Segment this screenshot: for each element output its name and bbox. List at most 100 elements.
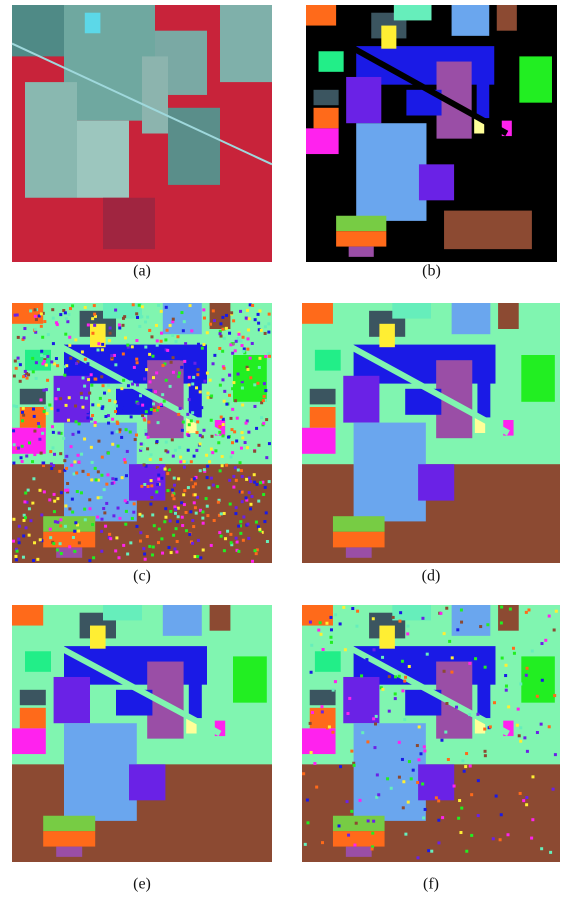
noise-pixel <box>13 313 17 317</box>
noise-pixel <box>499 621 503 625</box>
noise-pixel <box>142 463 146 467</box>
map-region <box>90 323 106 348</box>
noise-pixel <box>222 511 226 515</box>
map-region <box>306 128 339 155</box>
noise-pixel <box>377 793 381 797</box>
noise-pixel <box>98 396 102 400</box>
noise-pixel <box>267 312 271 316</box>
noise-pixel <box>146 447 150 451</box>
noise-pixel <box>139 531 143 535</box>
noise-pixel <box>239 469 243 473</box>
noise-pixel <box>249 376 253 380</box>
noise-pixel <box>146 435 150 439</box>
noise-pixel <box>172 533 176 537</box>
noise-pixel <box>240 475 244 479</box>
caption: (e) <box>133 876 151 893</box>
noise-pixel <box>21 555 25 559</box>
noise-pixel <box>193 555 197 559</box>
noise-pixel <box>527 608 531 612</box>
noise-pixel <box>123 499 127 503</box>
noise-pixel <box>169 551 173 555</box>
noise-pixel <box>23 500 27 504</box>
noise-pixel <box>251 559 255 563</box>
noise-pixel <box>258 527 262 531</box>
noise-pixel <box>56 408 60 412</box>
noise-pixel <box>353 843 357 847</box>
noise-pixel <box>139 394 143 398</box>
noise-pixel <box>43 405 47 409</box>
noise-pixel <box>387 709 391 713</box>
noise-pixel <box>229 541 233 545</box>
noise-pixel <box>372 717 376 721</box>
noise-pixel <box>143 377 147 381</box>
noise-pixel <box>253 383 257 387</box>
noise-pixel <box>371 831 375 835</box>
noise-pixel <box>148 352 152 356</box>
noise-pixel <box>193 506 197 510</box>
noise-pixel <box>445 606 449 610</box>
noise-pixel <box>241 349 245 353</box>
noise-pixel <box>81 376 85 380</box>
noise-pixel <box>228 331 232 335</box>
noise-pixel <box>79 491 83 495</box>
noise-pixel <box>92 304 96 308</box>
noise-pixel <box>42 461 46 465</box>
noise-pixel <box>44 388 48 392</box>
noise-pixel <box>439 611 443 615</box>
noise-pixel <box>233 466 237 470</box>
noise-pixel <box>238 461 242 465</box>
noise-pixel <box>135 361 139 365</box>
noise-pixel <box>42 410 46 414</box>
noise-pixel <box>31 460 35 464</box>
noise-pixel <box>354 821 358 825</box>
noise-pixel <box>494 858 498 862</box>
noise-pixel <box>156 421 160 425</box>
noise-pixel <box>476 779 480 783</box>
noise-pixel <box>157 527 161 531</box>
noise-pixel <box>241 436 245 440</box>
noise-pixel <box>168 384 172 388</box>
noise-pixel <box>182 465 186 469</box>
noise-pixel <box>246 308 250 312</box>
noise-pixel <box>252 473 256 477</box>
map-region <box>443 810 535 850</box>
noise-pixel <box>204 497 208 501</box>
noise-pixel <box>319 632 323 636</box>
noise-pixel <box>186 431 190 435</box>
noise-pixel <box>125 501 129 505</box>
noise-pixel <box>246 337 250 341</box>
noise-pixel <box>371 845 375 849</box>
noise-pixel <box>249 502 253 506</box>
noise-pixel <box>135 357 139 361</box>
noise-pixel <box>468 661 472 665</box>
noise-pixel <box>22 336 26 340</box>
noise-pixel <box>149 407 153 411</box>
noise-pixel <box>192 525 196 529</box>
noise-pixel <box>76 453 80 457</box>
noise-pixel <box>209 447 213 451</box>
noise-pixel <box>200 346 204 350</box>
noise-pixel <box>52 464 56 468</box>
noise-pixel <box>264 511 268 515</box>
map-region <box>379 323 395 348</box>
noise-pixel <box>148 544 152 548</box>
noise-pixel <box>406 632 410 636</box>
map-region <box>346 76 382 124</box>
noise-pixel <box>404 675 408 679</box>
map-panel <box>302 303 560 563</box>
noise-pixel <box>166 348 170 352</box>
noise-pixel <box>202 343 206 347</box>
map-region <box>302 728 336 755</box>
noise-pixel <box>187 477 191 481</box>
noise-pixel <box>217 498 221 502</box>
noise-pixel <box>240 490 244 494</box>
noise-pixel <box>544 638 548 642</box>
noise-pixel <box>166 489 170 493</box>
noise-pixel <box>191 541 195 545</box>
image-region <box>142 56 168 134</box>
noise-pixel <box>445 702 449 706</box>
noise-pixel <box>257 365 261 369</box>
noise-pixel <box>507 705 511 709</box>
noise-pixel <box>535 694 539 698</box>
noise-pixel <box>184 529 188 533</box>
